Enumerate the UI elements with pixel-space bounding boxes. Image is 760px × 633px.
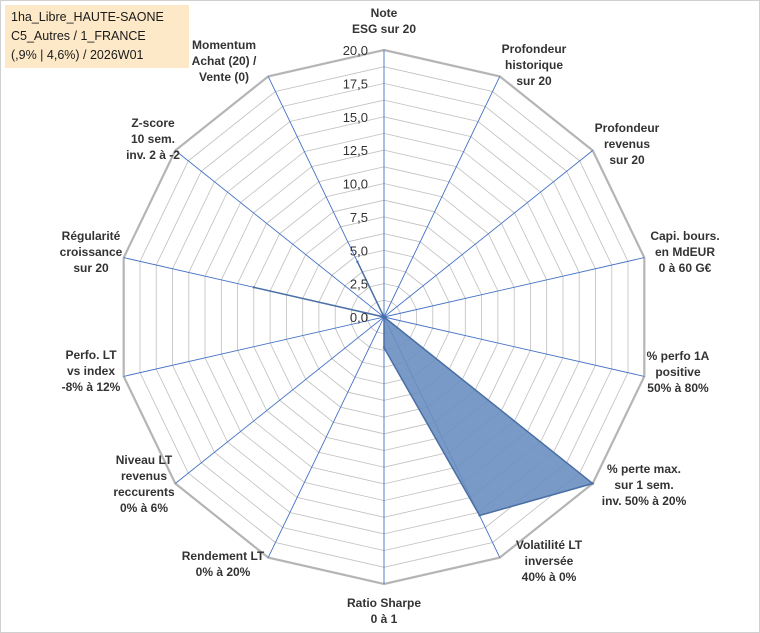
axis-spoke [175, 150, 385, 318]
axis-label: Ratio Sharpe 0 à 1 [347, 596, 421, 626]
tick-label: 10,0 [343, 177, 368, 192]
axis-spoke [383, 257, 645, 318]
axis-label: Profondeur revenus sur 20 [595, 121, 660, 167]
axis-label: Perfo. LT vs index -8% à 12% [62, 348, 121, 394]
axis-label: Z-score 10 sem. inv. 2 à -2 [126, 116, 180, 162]
axis-spoke [383, 316, 645, 377]
axis-label: Capi. bours. en MdEUR 0 à 60 G€ [650, 229, 719, 275]
tick-label: 0,0 [350, 310, 368, 325]
axis-label: Régularité croissance sur 20 [60, 229, 123, 275]
tick-label: 5,0 [350, 243, 368, 258]
chart-title-box: 1ha_Libre_HAUTE-SAONE C5_Autres / 1_FRAN… [5, 5, 189, 68]
axis-label: % perte max. sur 1 sem. inv. 50% à 20% [602, 462, 687, 508]
axis-label: Niveau LT revenus reccurents 0% à 6% [113, 453, 175, 515]
tick-label: 20,0 [343, 43, 368, 58]
title-line-3: (,9% | 4,6%) / 2026W01 [11, 48, 144, 62]
data-point [478, 514, 481, 517]
tick-label: 7,5 [350, 210, 368, 225]
tick-label: 17,5 [343, 76, 368, 91]
data-point [252, 286, 255, 289]
axis-spoke [175, 316, 385, 484]
axis-label: Note ESG sur 20 [352, 6, 416, 36]
axis-label: Volatilité LT inversée 40% à 0% [516, 538, 583, 584]
tick-label: 12,5 [343, 143, 368, 158]
data-point [382, 315, 386, 319]
data-point [356, 260, 359, 263]
axis-label: % perfo 1A positive 50% à 80% [647, 349, 710, 395]
series-area [253, 261, 595, 517]
title-line-1: 1ha_Libre_HAUTE-SAONE [11, 10, 164, 24]
axis-label: Momentum Achat (20) / Vente (0) [192, 38, 257, 84]
tick-label: 2,5 [350, 277, 368, 292]
axis-spoke [383, 76, 501, 318]
axis-label: Profondeur historique sur 20 [502, 42, 567, 88]
title-line-2: C5_Autres / 1_FRANCE [11, 29, 146, 43]
axis-label: Rendement LT 0% à 20% [182, 549, 265, 579]
axis-spoke [123, 316, 385, 377]
axis-spoke [383, 150, 593, 318]
data-point [591, 482, 594, 485]
axis-spoke [267, 316, 385, 558]
tick-label: 15,0 [343, 110, 368, 125]
data-point [382, 346, 386, 349]
